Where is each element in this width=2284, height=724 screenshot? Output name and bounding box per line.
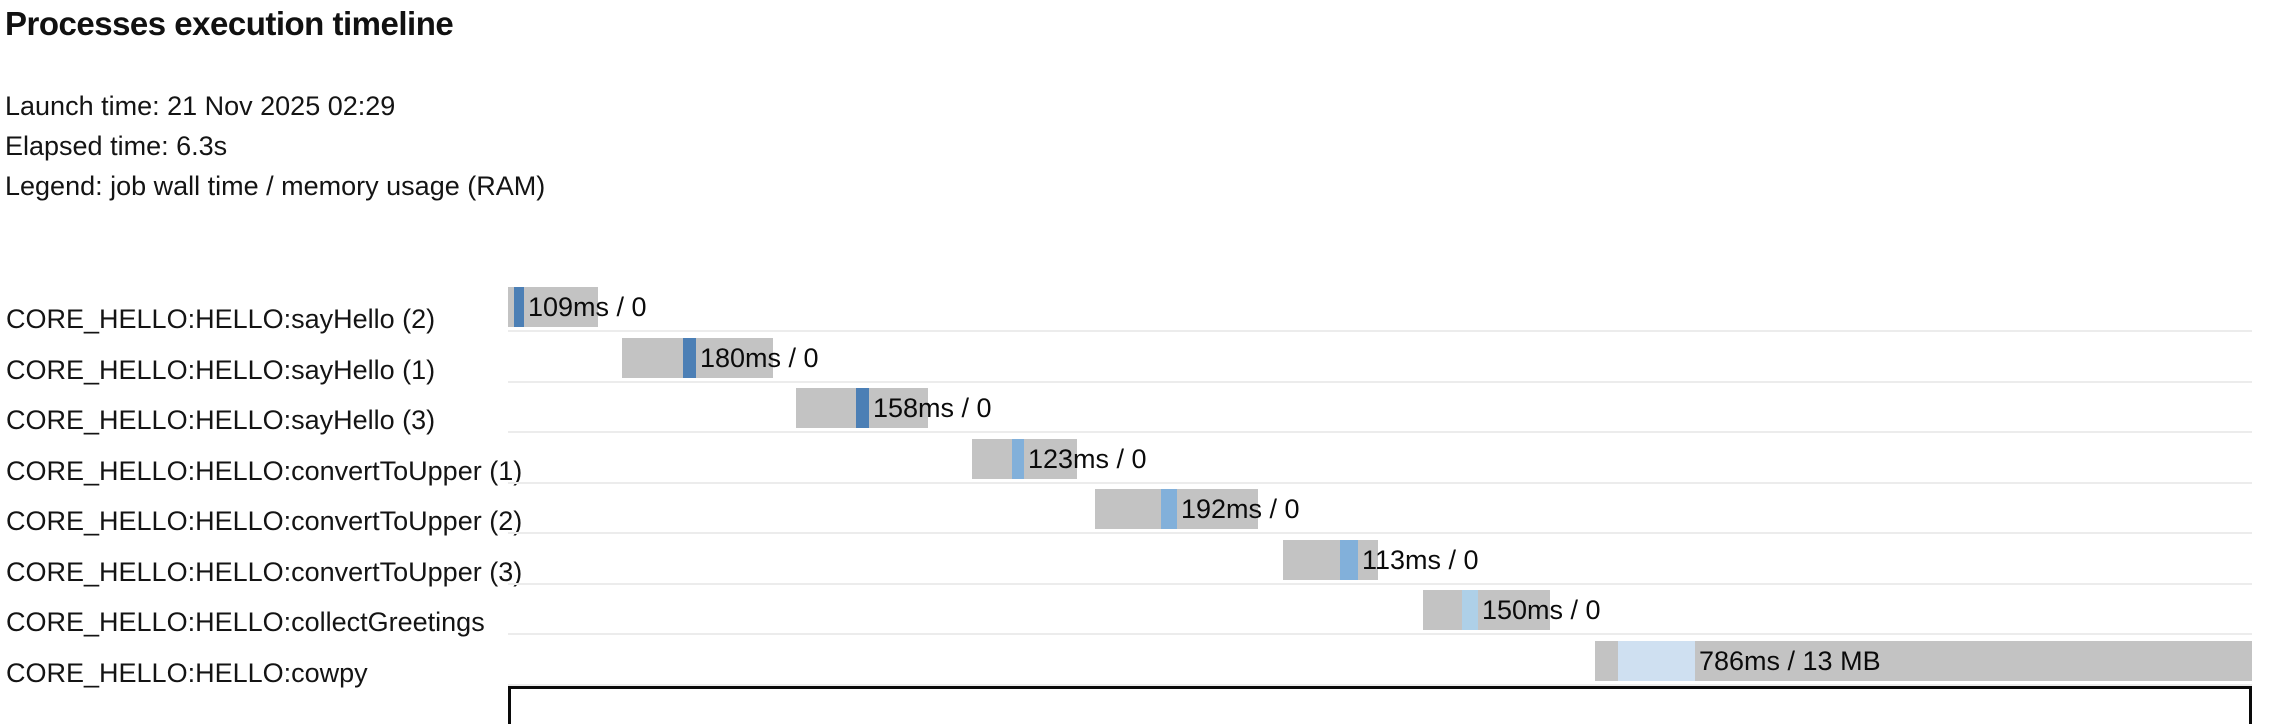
task-run-stripe xyxy=(1340,540,1358,580)
timeline-row: CORE_HELLO:HELLO:sayHello (1) 180ms / 0 xyxy=(0,338,2284,389)
task-bar xyxy=(508,287,598,327)
task-run-stripe xyxy=(1161,489,1177,529)
next-section-frame xyxy=(508,686,2252,724)
task-label: 180ms / 0 xyxy=(700,343,819,373)
launch-time-text: Launch time: 21 Nov 2025 02:29 xyxy=(5,91,396,121)
row-gridline xyxy=(508,482,2252,484)
task-run-stripe xyxy=(1462,590,1478,630)
timeline-row: CORE_HELLO:HELLO:cowpy 786ms / 13 MB xyxy=(0,641,2284,692)
task-run-stripe xyxy=(1618,641,1695,681)
process-label: CORE_HELLO:HELLO:convertToUpper (1) xyxy=(6,456,523,486)
task-label: 192ms / 0 xyxy=(1181,494,1300,524)
page-title: Processes execution timeline xyxy=(5,5,454,42)
legend-text: Legend: job wall time / memory usage (RA… xyxy=(5,171,546,201)
process-label: CORE_HELLO:HELLO:cowpy xyxy=(6,658,368,688)
task-bar xyxy=(622,338,773,378)
process-label: CORE_HELLO:HELLO:sayHello (2) xyxy=(6,304,436,334)
task-bar xyxy=(1283,540,1378,580)
process-label: CORE_HELLO:HELLO:sayHello (3) xyxy=(6,405,436,435)
task-bar xyxy=(972,439,1077,479)
timeline-row: CORE_HELLO:HELLO:sayHello (2) 109ms / 0 xyxy=(0,287,2284,338)
row-gridline xyxy=(508,633,2252,635)
row-gridline xyxy=(508,330,2252,332)
timeline-row: CORE_HELLO:HELLO:convertToUpper (2) 192m… xyxy=(0,489,2284,540)
timeline-row: CORE_HELLO:HELLO:convertToUpper (3) 113m… xyxy=(0,540,2284,591)
task-label: 150ms / 0 xyxy=(1482,595,1601,625)
process-label: CORE_HELLO:HELLO:convertToUpper (2) xyxy=(6,506,523,536)
task-label: 123ms / 0 xyxy=(1028,444,1147,474)
row-gridline xyxy=(508,431,2252,433)
task-run-stripe xyxy=(514,287,524,327)
process-label: CORE_HELLO:HELLO:convertToUpper (3) xyxy=(6,557,523,587)
row-gridline xyxy=(508,583,2252,585)
report-meta: Launch time: 21 Nov 2025 02:29 Elapsed t… xyxy=(5,86,545,206)
task-run-stripe xyxy=(683,338,696,378)
task-run-stripe xyxy=(1012,439,1024,479)
task-bar xyxy=(1095,489,1258,529)
row-gridline xyxy=(508,532,2252,534)
elapsed-time-text: Elapsed time: 6.3s xyxy=(5,131,228,161)
task-bar xyxy=(796,388,928,428)
timeline-row: CORE_HELLO:HELLO:convertToUpper (1) 123m… xyxy=(0,439,2284,490)
row-gridline xyxy=(508,684,2252,686)
timeline-row: CORE_HELLO:HELLO:sayHello (3) 158ms / 0 xyxy=(0,388,2284,439)
row-gridline xyxy=(508,381,2252,383)
timeline-row: CORE_HELLO:HELLO:collectGreetings 150ms … xyxy=(0,590,2284,641)
process-label: CORE_HELLO:HELLO:collectGreetings xyxy=(6,607,485,637)
task-bar xyxy=(1423,590,1550,630)
task-run-stripe xyxy=(856,388,869,428)
task-label: 109ms / 0 xyxy=(528,292,647,322)
task-label: 786ms / 13 MB xyxy=(1699,646,1881,676)
task-bar xyxy=(1595,641,2252,681)
process-label: CORE_HELLO:HELLO:sayHello (1) xyxy=(6,355,436,385)
task-label: 113ms / 0 xyxy=(1362,545,1479,575)
task-label: 158ms / 0 xyxy=(873,393,992,423)
